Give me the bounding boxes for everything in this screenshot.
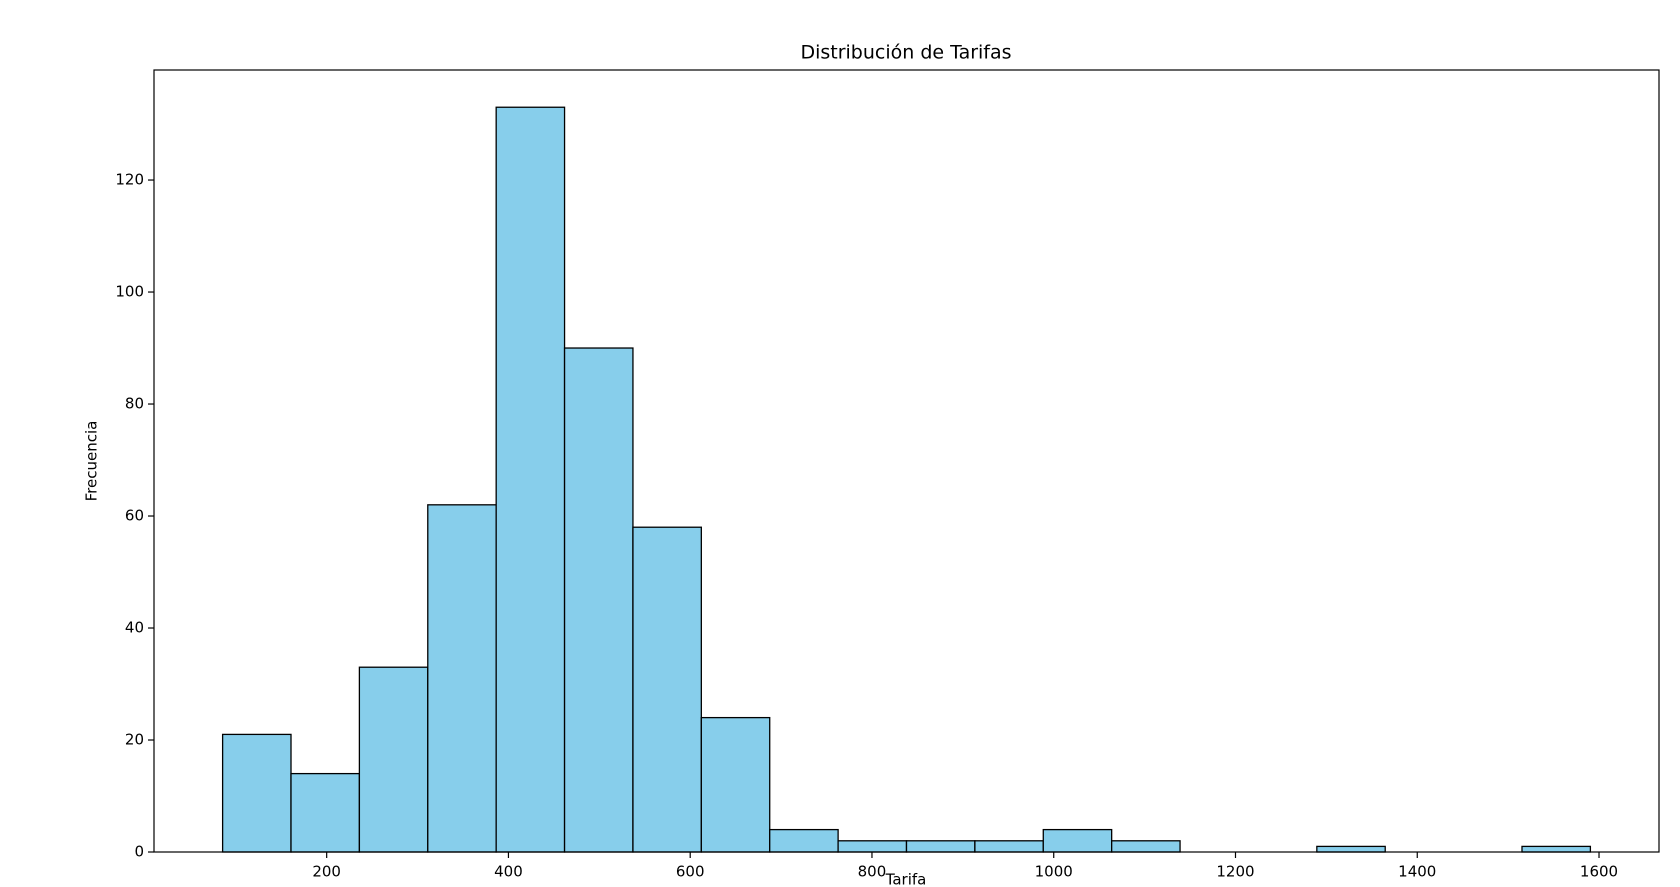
bar (769, 828, 839, 853)
x-tick-label: 800 (858, 863, 887, 881)
y-tick-label: 0 (134, 843, 144, 861)
x-tick-label: 600 (676, 863, 705, 881)
y-tick-label: 40 (125, 619, 144, 637)
y-tick-label: 100 (115, 283, 144, 301)
bar (974, 840, 1044, 853)
y-tick-label: 20 (125, 731, 144, 749)
chart-title: Distribución de Tarifas (800, 42, 1011, 64)
bar (1316, 845, 1386, 853)
bar (1521, 845, 1592, 853)
x-tick-label: 1200 (1216, 863, 1254, 881)
bar (427, 504, 497, 853)
bar (1042, 828, 1113, 853)
bar (290, 772, 361, 853)
bar (837, 840, 908, 853)
y-tick-label: 60 (125, 507, 144, 525)
x-tick-label: 1600 (1580, 863, 1618, 881)
x-tick-label: 1000 (1035, 863, 1073, 881)
y-axis-label: Frecuencia (83, 421, 101, 502)
bar (358, 666, 429, 853)
x-tick-label: 1400 (1398, 863, 1436, 881)
bar (221, 733, 292, 853)
plot-frame (153, 69, 1660, 853)
bar (1111, 840, 1181, 853)
bar (905, 840, 976, 853)
bar (632, 526, 702, 853)
x-tick-label: 200 (312, 863, 341, 881)
x-axis-label: Tarifa (885, 871, 927, 887)
bar (700, 716, 771, 853)
bar (495, 106, 566, 853)
x-tick-label: 400 (494, 863, 523, 881)
y-tick-label: 120 (115, 171, 144, 189)
y-tick-label: 80 (125, 395, 144, 413)
bar (563, 347, 634, 853)
